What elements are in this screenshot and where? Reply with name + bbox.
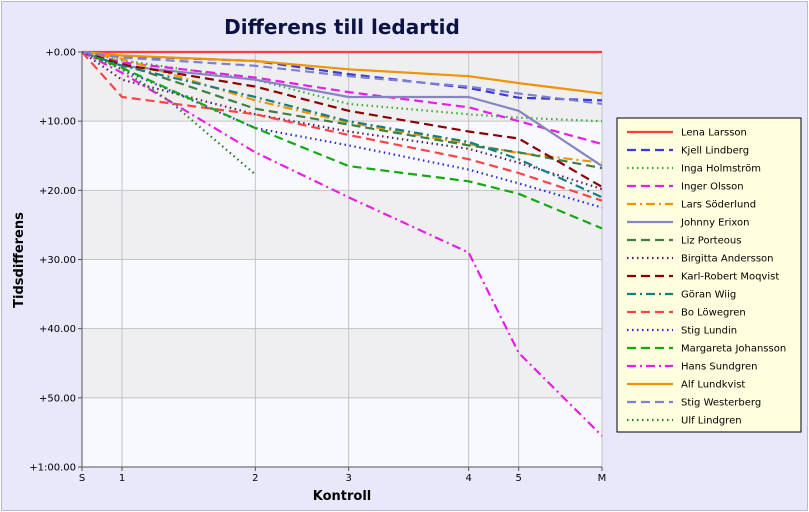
x-tick-label: M [598, 473, 607, 484]
legend-label-8: Birgitta Andersson [681, 254, 774, 265]
y-tick-label: +0.00 [45, 48, 76, 59]
plot-band [82, 328, 602, 398]
legend-label-10: Göran Wiig [681, 290, 736, 301]
plot-background [82, 52, 602, 467]
plot-band [82, 397, 602, 467]
legend-label-6: Johnny Erixon [680, 218, 749, 229]
plot-band [82, 259, 602, 329]
y-tick-label: +40.00 [39, 324, 76, 335]
y-tick-label: +30.00 [39, 255, 76, 266]
x-axis-title: Kontroll [313, 489, 372, 504]
series-line-2 [81, 50, 603, 102]
x-tick-label: 3 [345, 473, 351, 484]
series-line-9 [81, 50, 603, 188]
tick-labels: +0.00 +10.00 +20.00 +30.00 +40.00 +50.00 +1:00… [29, 48, 606, 485]
legend-label-14: Hans Sundgren [681, 362, 757, 373]
series-line-15 [81, 50, 603, 95]
series-line-14 [81, 51, 603, 437]
legend-label-7: Liz Porteous [681, 236, 741, 247]
legend-label-15: Alf Lundkvist [681, 380, 745, 391]
legend-label-11: Bo Löwegren [681, 308, 746, 319]
series-layer [81, 50, 603, 437]
y-tick-label: +10.00 [39, 117, 76, 128]
legend-label-12: Stig Lundin [681, 326, 737, 337]
y-tick-label: +1:00.00 [29, 463, 76, 474]
x-tick-label: 2 [252, 473, 258, 484]
legend-label-9: Karl-Robert Moqvist [681, 272, 779, 283]
series-line-4 [81, 50, 603, 146]
plot-band [82, 190, 602, 260]
legend-label-1: Lena Larsson [681, 128, 747, 139]
chart-title: Differens till ledartid [224, 15, 460, 39]
series-line-3 [81, 50, 603, 123]
x-tick-label: 4 [465, 473, 471, 484]
x-tick-label: S [79, 473, 85, 484]
legend-label-17: Ulf Lindgren [681, 416, 742, 427]
series-line-5 [81, 50, 603, 164]
series-line-11 [81, 51, 603, 202]
series-line-7 [81, 50, 603, 170]
legend-label-16: Stig Westerberg [681, 398, 761, 409]
legend-label-13: Margareta Johansson [681, 344, 786, 355]
y-tick-label: +20.00 [39, 186, 76, 197]
y-tick-label: +50.00 [39, 393, 76, 404]
series-line-8 [81, 51, 603, 191]
legend-label-4: Inger Olsson [681, 182, 744, 193]
x-tick-label: 1 [119, 473, 125, 484]
legend-label-3: Inga Holmström [681, 164, 761, 175]
series-line-16 [81, 50, 603, 105]
x-tick-label: 5 [515, 473, 521, 484]
legend-label-2: Kjell Lindberg [681, 146, 749, 157]
plot-band [82, 121, 602, 191]
legend: Lena Larsson Kjell Lindberg Inga Holmström… [616, 117, 802, 433]
series-line-10 [81, 50, 603, 199]
y-axis-title: Tidsdifferens [12, 212, 27, 308]
series-line-13 [81, 50, 603, 230]
legend-label-5: Lars Söderlund [681, 200, 756, 211]
